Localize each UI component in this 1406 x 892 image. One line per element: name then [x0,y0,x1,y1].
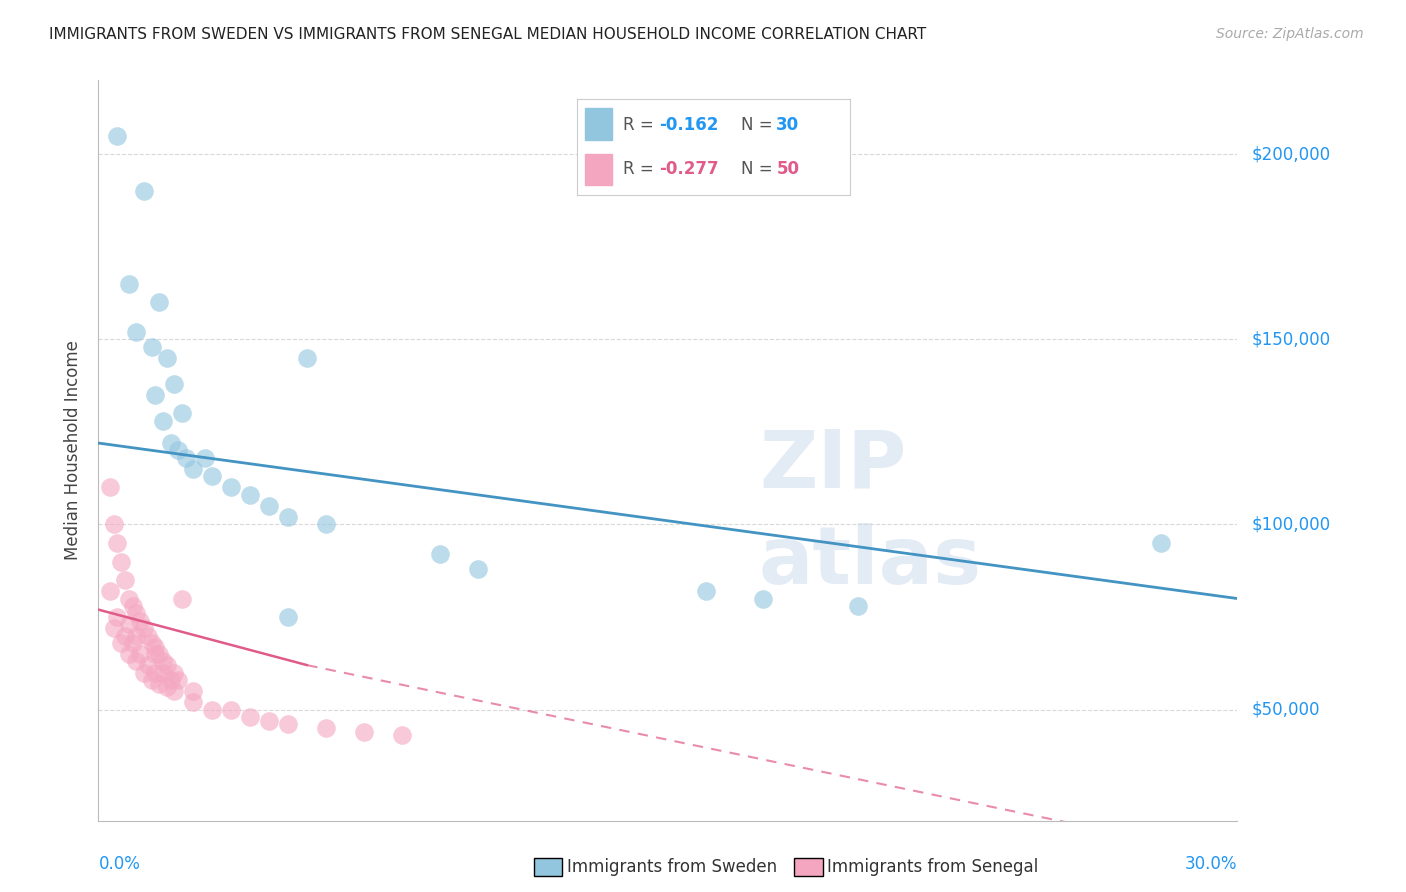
Point [118,617,141,632]
Point [141,673,163,687]
Point [132,621,155,635]
Point [118,647,141,661]
Text: $50,000: $50,000 [1251,700,1320,719]
Point [136,628,159,642]
Y-axis label: Median Household Income: Median Household Income [65,341,83,560]
Point [110,636,132,650]
Text: $150,000: $150,000 [1251,330,1330,349]
Point [353,724,375,739]
Point [277,717,299,731]
Text: atlas: atlas [759,523,981,600]
Point [148,295,170,310]
Text: IMMIGRANTS FROM SWEDEN VS IMMIGRANTS FROM SENEGAL MEDIAN HOUSEHOLD INCOME CORREL: IMMIGRANTS FROM SWEDEN VS IMMIGRANTS FRO… [49,27,927,42]
Point [141,636,163,650]
Point [110,554,132,569]
Point [125,325,148,339]
Point [156,351,179,365]
Text: 0.0%: 0.0% [98,855,141,873]
Point [159,673,181,687]
Point [174,450,197,465]
Point [201,703,224,717]
Text: Immigrants from Sweden: Immigrants from Sweden [567,858,776,876]
Point [114,573,136,587]
Point [277,510,299,524]
Point [121,636,143,650]
Point [118,591,141,606]
Point [132,665,155,680]
Point [152,665,174,680]
Point [152,414,174,428]
Text: Immigrants from Senegal: Immigrants from Senegal [827,858,1038,876]
Point [315,721,337,735]
Text: $200,000: $200,000 [1251,145,1330,163]
Point [297,351,319,365]
Point [170,407,193,421]
Point [467,562,489,576]
Point [315,517,337,532]
Point [167,673,190,687]
Point [183,462,205,476]
Point [114,628,136,642]
Point [141,340,163,354]
Point [121,599,143,613]
Point [167,443,190,458]
Point [98,584,121,599]
Point [129,647,152,661]
Point [259,499,281,513]
Point [163,684,186,698]
Text: Source: ZipAtlas.com: Source: ZipAtlas.com [1216,27,1364,41]
Point [163,376,186,391]
Point [156,658,179,673]
Point [391,729,413,743]
Point [752,591,775,606]
Point [103,621,125,635]
Point [156,681,179,695]
Point [129,614,152,628]
Point [107,610,129,624]
Point [170,591,193,606]
Point [145,640,167,654]
Point [103,517,125,532]
Text: ZIP: ZIP [759,426,907,504]
Point [846,599,869,613]
Point [125,607,148,621]
Point [429,547,451,561]
Point [183,684,205,698]
Point [107,536,129,550]
Point [221,703,243,717]
Point [98,480,121,494]
Point [239,710,262,724]
Point [132,184,155,198]
Point [221,480,243,494]
Point [277,610,299,624]
Point [125,628,148,642]
Point [201,469,224,483]
Text: $100,000: $100,000 [1251,516,1330,533]
Point [163,665,186,680]
Point [136,658,159,673]
Point [145,647,167,661]
Text: 30.0%: 30.0% [1185,855,1237,873]
Point [148,676,170,690]
Point [145,665,167,680]
Point [259,714,281,728]
Point [239,488,262,502]
Point [159,436,181,450]
Point [125,655,148,669]
Point [152,655,174,669]
Point [695,584,717,599]
Point [194,450,217,465]
Point [148,647,170,661]
Point [118,277,141,291]
Point [183,695,205,709]
Point [145,388,167,402]
Point [107,128,129,143]
Point [1150,536,1173,550]
